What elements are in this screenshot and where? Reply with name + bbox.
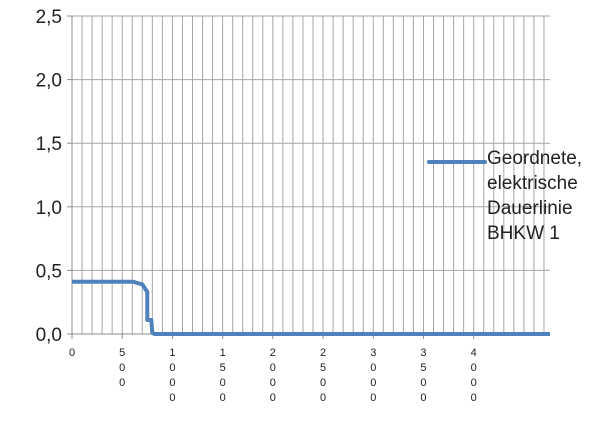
y-tick-label: 2,5: [36, 7, 62, 28]
y-tick-label: 2,0: [36, 71, 62, 92]
x-tick-labels: 0 5 0 0 1 0 0 0 1 5 0 0 2 0 0 0 2 5 0 0 3 0 0 0 3 5 0 0 4 0 0 0: [69, 347, 477, 404]
series-line: [72, 279, 550, 336]
legend-swatch: [427, 160, 487, 164]
x-tick-label: 0: [69, 347, 75, 359]
y-tick-label: 0,0: [36, 325, 62, 346]
y-tick-label: 0,5: [36, 261, 62, 282]
y-tick-label: 1,0: [36, 198, 62, 219]
y-tick-labels: 0,0 0,5 1,0 1,5 2,0 2,5: [36, 7, 62, 346]
legend: Geordnete, elektrische Dauerlinie BHKW 1: [427, 146, 607, 246]
series: [72, 279, 550, 336]
grid: [72, 15, 550, 334]
legend-label: Geordnete, elektrische Dauerlinie BHKW 1: [487, 148, 583, 244]
y-tick-label: 1,5: [36, 134, 62, 155]
